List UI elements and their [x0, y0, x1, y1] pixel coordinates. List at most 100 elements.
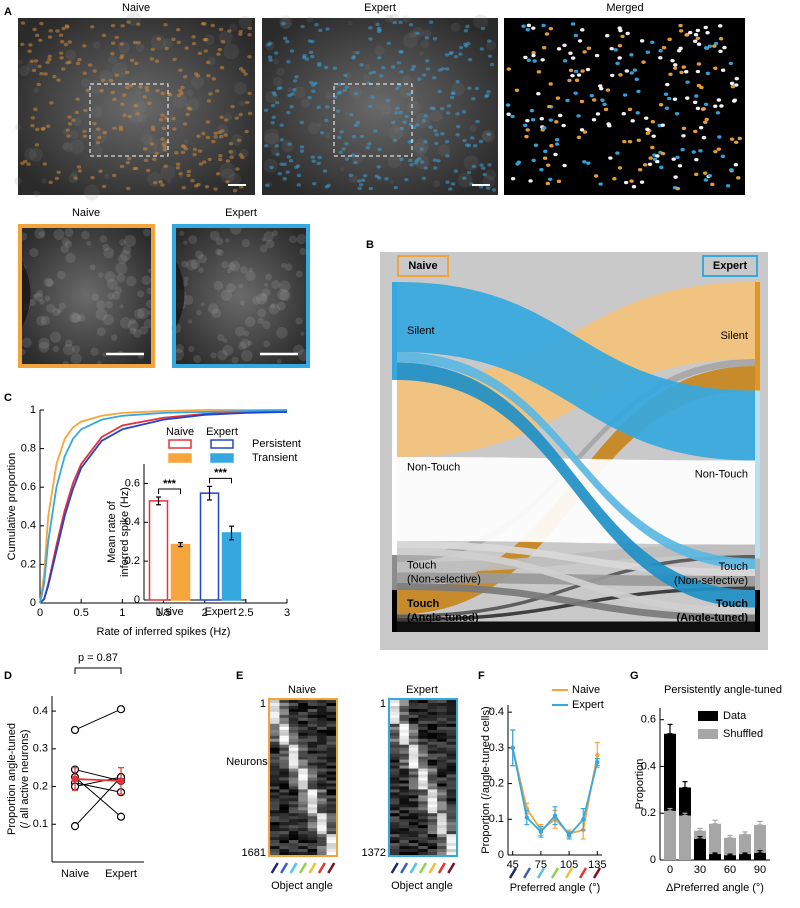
- heat-cell: [307, 849, 318, 853]
- heat-cell: [288, 843, 299, 847]
- texture: [217, 333, 225, 341]
- heat-cell: [399, 843, 410, 847]
- heat-cell: [298, 756, 309, 760]
- angle-icon: [522, 867, 532, 879]
- heat-cell: [427, 849, 438, 853]
- heat-cell: [317, 726, 327, 731]
- heat-cell: [307, 756, 318, 760]
- texture: [268, 303, 280, 315]
- heat-cell: [399, 831, 410, 835]
- heat-cell: [270, 789, 280, 793]
- cell: [192, 152, 197, 157]
- heat-cell: [317, 723, 327, 728]
- cell: [100, 78, 106, 82]
- heat-cell: [279, 816, 290, 820]
- cell: [111, 173, 117, 178]
- texture: [463, 155, 479, 171]
- cell: [510, 114, 515, 119]
- cell: [299, 149, 305, 153]
- cell: [544, 32, 550, 36]
- heat-cell: [399, 813, 410, 817]
- texture: [24, 147, 37, 161]
- cell: [97, 135, 102, 140]
- cell: [699, 85, 704, 90]
- heat-cell: [408, 708, 419, 713]
- heat-cell: [418, 714, 429, 719]
- cell: [627, 107, 633, 112]
- heat-cell: [390, 723, 400, 728]
- cell: [681, 65, 687, 69]
- heat-cell: [279, 795, 290, 799]
- node-label: (Non-selective): [407, 573, 481, 585]
- heat-cell: [298, 780, 309, 784]
- heat-cell: [390, 843, 400, 847]
- heat-cell: [399, 801, 410, 805]
- heat-cell: [399, 732, 410, 737]
- cell: [37, 64, 42, 68]
- cell: [717, 24, 723, 28]
- heat-cell: [408, 702, 419, 707]
- heat-cell: [326, 750, 337, 754]
- heat-cell: [288, 747, 299, 751]
- cell: [348, 173, 354, 177]
- heat-cell: [307, 810, 318, 814]
- cell: [296, 183, 301, 187]
- heat-cell: [317, 795, 327, 799]
- cell: [593, 174, 599, 178]
- heat-cell: [326, 828, 337, 832]
- heat-cell: [427, 738, 438, 743]
- sankey-node: [755, 558, 760, 590]
- cell: [39, 72, 44, 76]
- heat-cell: [390, 822, 400, 826]
- heat-cell: [326, 711, 337, 716]
- heat-cell: [307, 720, 318, 725]
- heat-cell: [298, 813, 309, 817]
- heat-cell: [427, 813, 438, 817]
- cell: [158, 180, 163, 184]
- pair-line: [74, 708, 122, 731]
- cell: [368, 37, 373, 41]
- cell: [182, 75, 188, 79]
- cell: [185, 112, 190, 117]
- cell: [673, 175, 678, 179]
- cell: [421, 176, 427, 180]
- texture: [91, 106, 103, 118]
- texture: [252, 295, 261, 305]
- heat-cell: [288, 741, 299, 746]
- heat-cell: [437, 774, 447, 778]
- cell: [582, 50, 587, 54]
- cell: [700, 107, 706, 111]
- heat-cell: [307, 708, 318, 713]
- heat-cell: [298, 726, 309, 731]
- heat-cell: [437, 720, 447, 725]
- heat-cell: [317, 738, 327, 743]
- y-tick-label: 0.4: [21, 520, 36, 532]
- cell: [273, 51, 279, 55]
- heat-cell: [307, 738, 318, 743]
- cell: [543, 149, 548, 154]
- cell: [162, 148, 168, 152]
- heat-cell: [390, 783, 400, 787]
- cell: [713, 149, 718, 154]
- heat-cell: [418, 843, 429, 847]
- texture: [34, 227, 46, 239]
- cell: [528, 179, 533, 183]
- heat-cell: [390, 846, 400, 850]
- cell: [555, 96, 561, 100]
- texture: [140, 133, 153, 145]
- cell: [243, 72, 248, 76]
- heat-cell: [427, 798, 438, 802]
- flow: [397, 583, 755, 622]
- cell: [186, 173, 191, 178]
- cell: [193, 72, 199, 76]
- texture: [306, 16, 314, 23]
- cell: [658, 103, 664, 107]
- heat-cell: [390, 714, 400, 719]
- cell: [156, 37, 162, 41]
- x-tick-label: 2: [202, 607, 208, 619]
- cell: [225, 180, 230, 184]
- heat-cell: [418, 711, 429, 716]
- cell: [658, 56, 663, 60]
- heat-cell: [427, 750, 438, 754]
- heat-cell: [399, 700, 410, 704]
